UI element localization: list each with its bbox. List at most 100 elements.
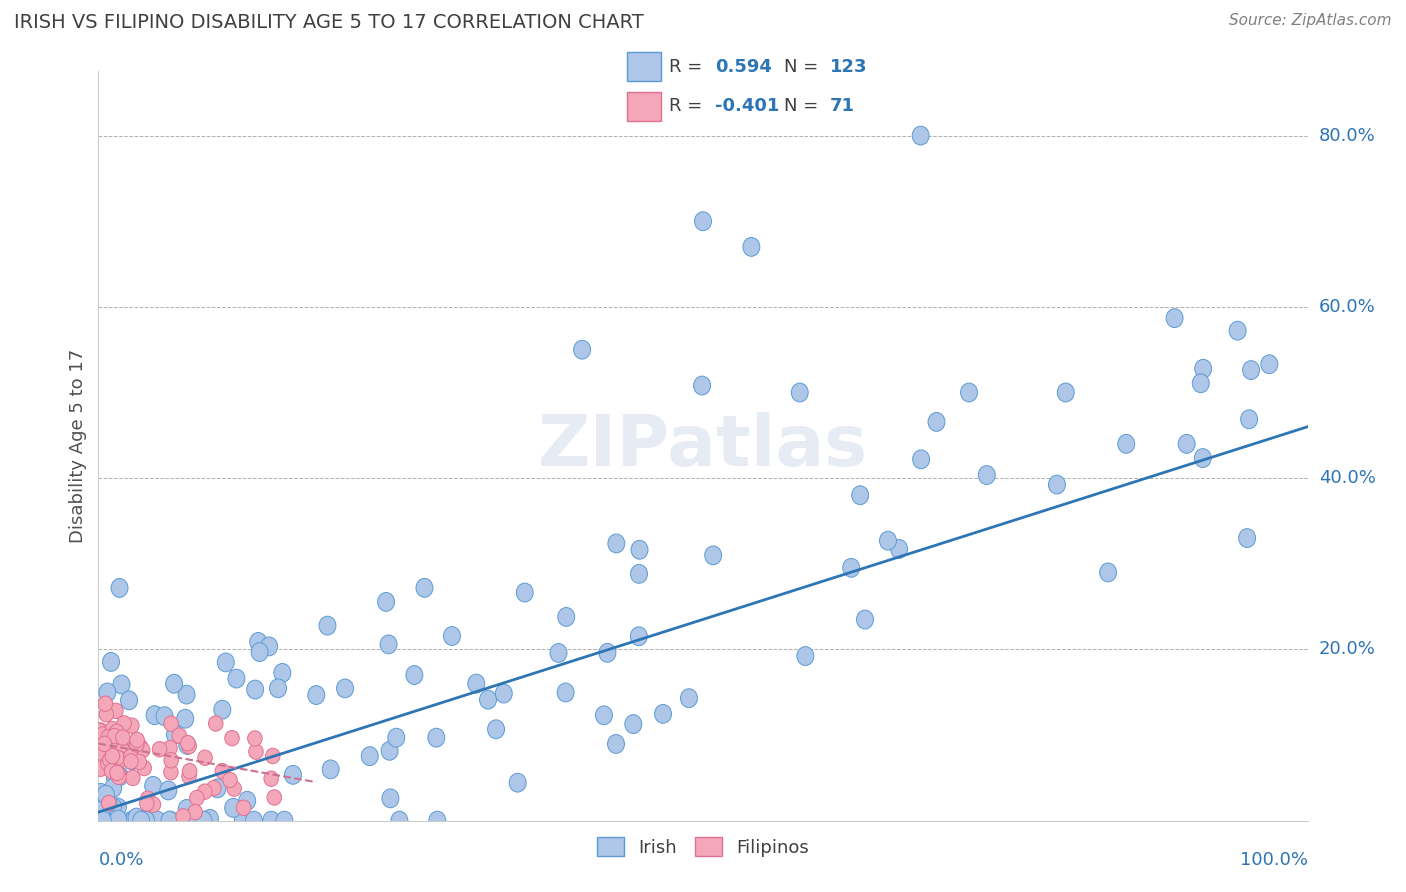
Ellipse shape <box>912 450 929 469</box>
Ellipse shape <box>181 739 197 754</box>
Ellipse shape <box>180 736 195 751</box>
Ellipse shape <box>443 626 460 646</box>
Ellipse shape <box>121 691 138 710</box>
Ellipse shape <box>236 800 250 815</box>
Ellipse shape <box>176 809 190 824</box>
Ellipse shape <box>607 534 624 553</box>
Text: N =: N = <box>785 58 824 76</box>
Ellipse shape <box>247 731 262 747</box>
Ellipse shape <box>138 811 155 830</box>
Ellipse shape <box>132 811 149 830</box>
Ellipse shape <box>228 669 245 688</box>
Ellipse shape <box>201 809 218 828</box>
Ellipse shape <box>218 653 235 672</box>
Ellipse shape <box>108 731 125 749</box>
Ellipse shape <box>165 716 179 731</box>
Ellipse shape <box>631 541 648 559</box>
Ellipse shape <box>179 799 195 818</box>
Ellipse shape <box>624 714 641 733</box>
Ellipse shape <box>141 791 155 806</box>
Ellipse shape <box>146 706 163 724</box>
Ellipse shape <box>208 715 224 731</box>
Ellipse shape <box>156 706 173 725</box>
Ellipse shape <box>120 748 134 764</box>
Ellipse shape <box>509 773 526 792</box>
Ellipse shape <box>215 764 229 779</box>
Ellipse shape <box>101 730 115 745</box>
Ellipse shape <box>107 729 122 744</box>
Ellipse shape <box>98 730 112 745</box>
Ellipse shape <box>246 811 263 830</box>
Ellipse shape <box>122 739 139 758</box>
Ellipse shape <box>488 720 505 739</box>
Ellipse shape <box>226 780 242 797</box>
Ellipse shape <box>125 771 141 786</box>
Ellipse shape <box>267 789 281 805</box>
Ellipse shape <box>1195 359 1212 378</box>
Ellipse shape <box>574 340 591 359</box>
Text: 0.594: 0.594 <box>714 58 772 76</box>
Ellipse shape <box>94 811 111 830</box>
Ellipse shape <box>742 237 759 256</box>
Ellipse shape <box>181 811 198 830</box>
Ellipse shape <box>97 785 114 804</box>
Ellipse shape <box>129 737 143 752</box>
Ellipse shape <box>416 578 433 598</box>
Ellipse shape <box>114 741 129 756</box>
Ellipse shape <box>655 705 672 723</box>
Ellipse shape <box>179 685 195 704</box>
Ellipse shape <box>856 610 873 629</box>
Text: 20.0%: 20.0% <box>1319 640 1375 658</box>
Ellipse shape <box>134 739 148 755</box>
Ellipse shape <box>93 723 108 739</box>
Ellipse shape <box>1229 321 1246 340</box>
Ellipse shape <box>112 767 127 783</box>
Text: 0.0%: 0.0% <box>98 851 143 869</box>
Ellipse shape <box>124 754 138 769</box>
Ellipse shape <box>163 740 177 756</box>
Ellipse shape <box>179 736 195 755</box>
Ellipse shape <box>852 486 869 505</box>
Ellipse shape <box>274 664 291 682</box>
Ellipse shape <box>630 627 647 646</box>
Ellipse shape <box>111 579 128 598</box>
Ellipse shape <box>166 674 183 693</box>
Ellipse shape <box>250 632 267 651</box>
Ellipse shape <box>93 783 110 802</box>
Ellipse shape <box>322 760 339 779</box>
Ellipse shape <box>128 808 145 827</box>
Ellipse shape <box>97 811 114 830</box>
Ellipse shape <box>94 811 111 830</box>
Ellipse shape <box>198 750 212 765</box>
Ellipse shape <box>100 793 117 812</box>
Ellipse shape <box>195 811 212 830</box>
Ellipse shape <box>704 546 721 565</box>
Ellipse shape <box>336 679 353 698</box>
Ellipse shape <box>429 811 446 830</box>
Text: ZIPatlas: ZIPatlas <box>538 411 868 481</box>
Ellipse shape <box>160 811 179 830</box>
Legend: Irish, Filipinos: Irish, Filipinos <box>589 830 817 864</box>
Ellipse shape <box>797 647 814 665</box>
Ellipse shape <box>190 790 204 805</box>
Ellipse shape <box>378 592 395 611</box>
Ellipse shape <box>98 706 114 722</box>
Text: IRISH VS FILIPINO DISABILITY AGE 5 TO 17 CORRELATION CHART: IRISH VS FILIPINO DISABILITY AGE 5 TO 17… <box>14 13 644 32</box>
Ellipse shape <box>134 811 150 830</box>
Ellipse shape <box>132 754 146 770</box>
Ellipse shape <box>630 565 648 583</box>
Ellipse shape <box>139 796 155 811</box>
Bar <box>627 92 661 120</box>
Ellipse shape <box>1118 434 1135 453</box>
Ellipse shape <box>111 767 128 786</box>
Ellipse shape <box>115 743 129 758</box>
Ellipse shape <box>225 798 242 817</box>
Ellipse shape <box>260 637 277 656</box>
Ellipse shape <box>599 643 616 662</box>
Ellipse shape <box>105 724 120 739</box>
Ellipse shape <box>1057 383 1074 402</box>
Ellipse shape <box>181 769 197 784</box>
Ellipse shape <box>97 736 111 752</box>
Ellipse shape <box>110 750 125 765</box>
Ellipse shape <box>308 686 325 705</box>
